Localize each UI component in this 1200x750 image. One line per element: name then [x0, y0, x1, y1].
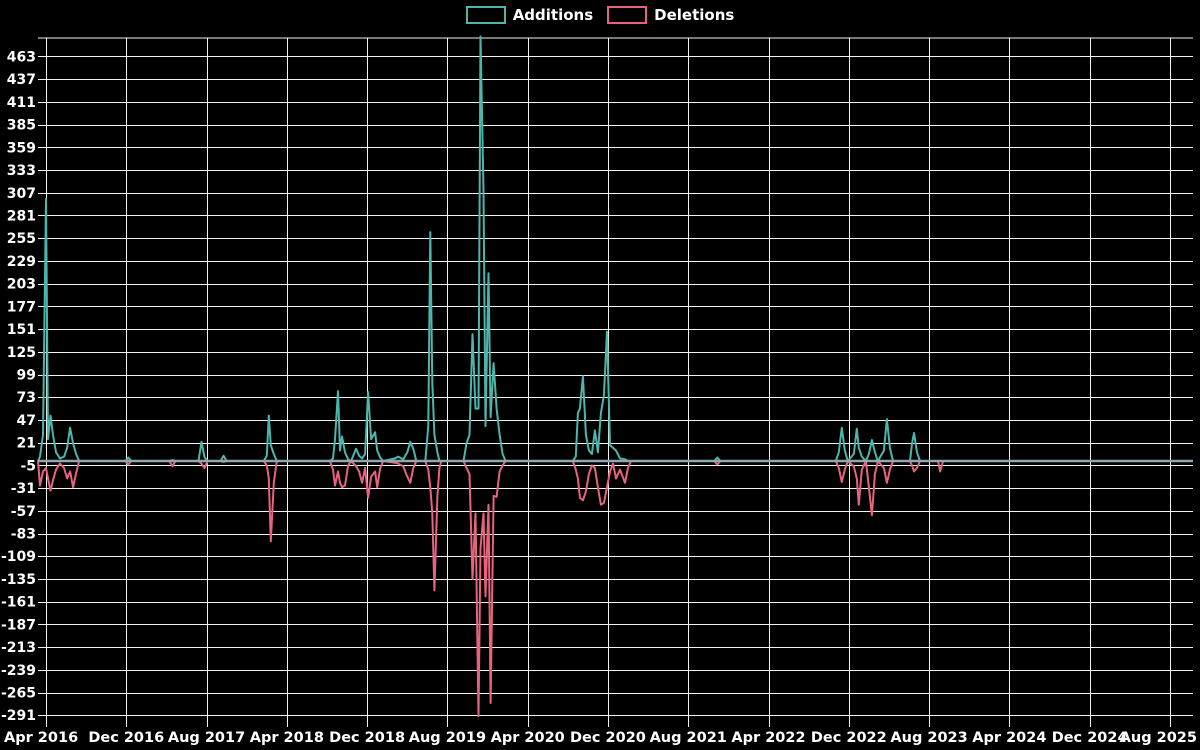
y-tick-label: 359	[7, 140, 36, 156]
y-tick-label: 203	[7, 277, 36, 293]
y-tick-label: -31	[11, 481, 36, 497]
y-tick-label: 177	[7, 299, 36, 315]
x-tick-label: Apr 2020	[491, 730, 565, 746]
y-tick-label: 281	[7, 208, 36, 224]
y-tick-label: -109	[1, 549, 36, 565]
x-tick-label: Dec 2016	[88, 730, 164, 746]
x-tick-label: Apr 2018	[250, 730, 324, 746]
x-tick-label: Aug 2017	[168, 730, 245, 746]
y-tick-label: 333	[7, 163, 36, 179]
x-tick-label: Aug 2021	[650, 730, 727, 746]
x-axis-labels: Apr 2016 Dec 2016 Aug 2017 Apr 2018 Dec 2018…	[4, 730, 1197, 746]
y-tick-label: 437	[7, 72, 36, 88]
y-tick-label: -161	[1, 595, 36, 611]
y-tick-label: -213	[1, 640, 36, 656]
x-tick-label: Dec 2024	[1052, 730, 1128, 746]
y-tick-label: -135	[1, 572, 36, 588]
deletions-line	[37, 460, 1193, 718]
y-tick-label: -187	[1, 617, 36, 633]
y-tick-label: -83	[11, 527, 36, 543]
y-tick-label: 307	[7, 186, 36, 202]
legend-item-additions[interactable]: Additions	[465, 5, 594, 24]
y-tick-label: 463	[7, 49, 36, 65]
y-tick-label: 99	[17, 368, 36, 384]
x-tick-label: Dec 2022	[811, 730, 887, 746]
y-tick-label: 385	[7, 118, 36, 134]
y-tick-label: -239	[1, 663, 36, 679]
x-tick-label: Aug 2019	[409, 730, 486, 746]
gridlines	[38, 37, 1193, 728]
y-tick-label: -265	[1, 686, 36, 702]
y-tick-label: 411	[7, 95, 36, 111]
y-tick-label: 21	[17, 436, 36, 452]
y-tick-label: -5	[20, 458, 36, 474]
y-tick-label: 47	[17, 413, 36, 429]
y-tick-label: 229	[7, 254, 36, 270]
x-tick-label: Dec 2018	[329, 730, 405, 746]
x-tick-label: Aug 2025	[1120, 730, 1197, 746]
y-tick-label: 255	[7, 231, 36, 247]
y-tick-label: -291	[1, 708, 36, 724]
x-tick-label: Apr 2022	[731, 730, 805, 746]
y-tick-label: 125	[7, 345, 36, 361]
additions-legend-swatch	[465, 6, 506, 24]
y-tick-label: 73	[17, 390, 36, 406]
x-tick-label: Apr 2024	[972, 730, 1046, 746]
chart-legend: Additions Deletions	[0, 6, 1200, 24]
deletions-legend-swatch	[607, 6, 648, 24]
x-tick-label: Apr 2016	[4, 730, 78, 746]
y-axis-labels: 463 437 411 385 359 333 307 281 255 229 203 177 151 1…	[1, 49, 36, 724]
additions-legend-label: Additions	[512, 5, 594, 24]
x-tick-label: Dec 2020	[570, 730, 646, 746]
x-tick-label: Aug 2023	[890, 730, 967, 746]
y-tick-label: 151	[7, 322, 36, 338]
legend-item-deletions[interactable]: Deletions	[607, 6, 734, 24]
deletions-legend-label: Deletions	[654, 5, 735, 24]
y-tick-label: -57	[11, 504, 36, 520]
